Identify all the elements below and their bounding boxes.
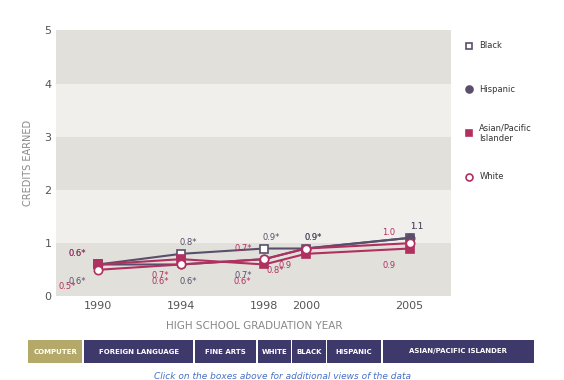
Text: FOREIGN LANGUAGE: FOREIGN LANGUAGE (99, 348, 179, 355)
Bar (56, 30, 451, 84)
Text: 0.6*: 0.6* (68, 277, 86, 286)
Text: HIGH SCHOOL GRADUATION YEAR: HIGH SCHOOL GRADUATION YEAR (166, 321, 342, 331)
Text: 1.1: 1.1 (410, 222, 423, 231)
Text: 0.6*: 0.6* (152, 277, 169, 286)
Bar (56, 190, 451, 243)
Text: COMPUTER: COMPUTER (33, 348, 77, 355)
Text: 0.9*: 0.9* (262, 233, 280, 242)
Text: 0.7*: 0.7* (152, 271, 169, 280)
Text: 0.6*: 0.6* (68, 249, 86, 258)
Text: WHITE: WHITE (261, 348, 287, 355)
Text: 0.9*: 0.9* (304, 233, 321, 242)
Text: 0.8*: 0.8* (179, 238, 197, 247)
Text: 0.8*: 0.8* (266, 266, 284, 275)
Text: 0.9: 0.9 (382, 261, 395, 270)
Text: BLACK: BLACK (296, 348, 321, 355)
Text: 0.7*: 0.7* (235, 271, 252, 280)
Text: Click on the boxes above for additional views of the data: Click on the boxes above for additional … (153, 372, 411, 380)
Bar (56, 137, 451, 190)
Text: 0.6*: 0.6* (233, 277, 251, 286)
Bar (56, 84, 451, 137)
Text: FINE ARTS: FINE ARTS (205, 348, 246, 355)
Bar (56, 243, 451, 296)
Text: Asian/Pacific
Islander: Asian/Pacific Islander (479, 123, 532, 143)
Text: 0.5*: 0.5* (59, 282, 76, 291)
Text: 1.1: 1.1 (410, 222, 423, 231)
Text: 0.9: 0.9 (279, 261, 292, 270)
Text: Black: Black (479, 41, 503, 50)
Text: 0.7*: 0.7* (235, 244, 252, 253)
Text: HISPANIC: HISPANIC (336, 348, 372, 355)
Text: ASIAN/PACIFIC ISLANDER: ASIAN/PACIFIC ISLANDER (409, 348, 508, 355)
Text: 1.0: 1.0 (382, 228, 395, 237)
Text: 0.9*: 0.9* (304, 233, 321, 242)
Text: White: White (479, 172, 504, 181)
Y-axis label: CREDITS EARNED: CREDITS EARNED (23, 120, 33, 206)
Text: 0.6*: 0.6* (68, 249, 86, 258)
Text: Hispanic: Hispanic (479, 85, 515, 94)
Text: 0.6*: 0.6* (179, 277, 197, 286)
